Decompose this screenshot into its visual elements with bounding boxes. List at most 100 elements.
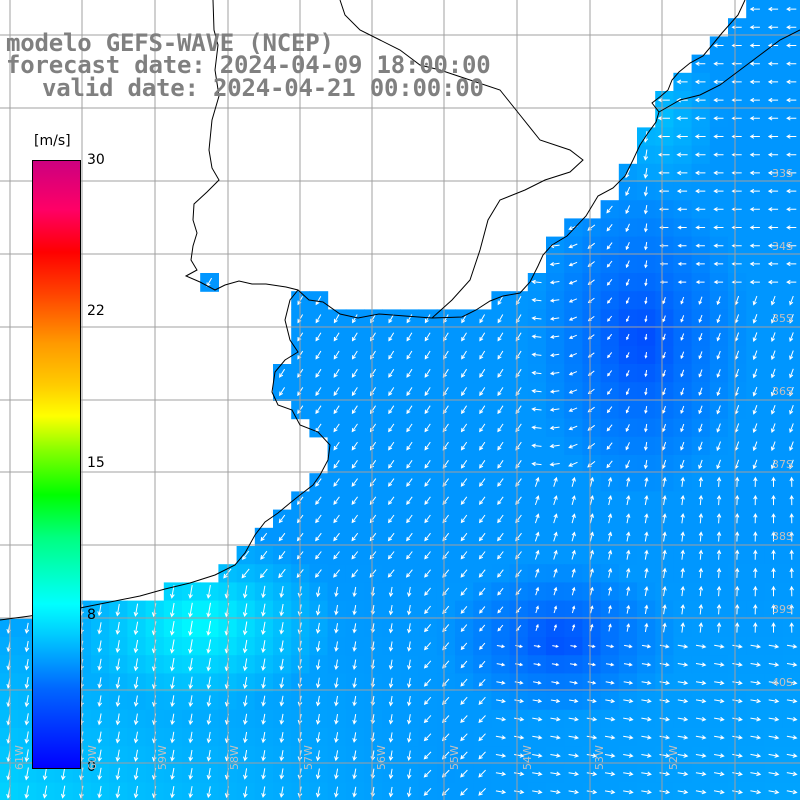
wind-arrow bbox=[351, 551, 359, 560]
wind-arrow bbox=[461, 350, 467, 360]
wind-arrow bbox=[352, 732, 357, 743]
wind-arrow bbox=[767, 134, 779, 139]
wind-arrow bbox=[698, 531, 704, 542]
wind-arrow bbox=[388, 387, 395, 397]
wind-arrow bbox=[716, 567, 722, 578]
wind-arrow bbox=[351, 387, 358, 397]
wind-arrow bbox=[643, 441, 648, 451]
wind-arrow bbox=[749, 207, 760, 212]
wind-arrow bbox=[169, 602, 175, 618]
wind-arrow bbox=[188, 768, 193, 780]
wind-arrow bbox=[549, 425, 560, 431]
wind-arrow bbox=[279, 585, 284, 599]
wind-arrow bbox=[170, 767, 175, 781]
wind-arrow bbox=[713, 261, 724, 267]
wind-arrow bbox=[659, 680, 671, 685]
wind-arrow bbox=[424, 496, 431, 506]
wind-arrow bbox=[695, 61, 706, 66]
wind-arrow bbox=[641, 644, 652, 649]
wind-arrow bbox=[115, 785, 121, 799]
wind-arrow bbox=[279, 640, 284, 653]
wind-arrow bbox=[261, 750, 266, 762]
wind-arrow bbox=[662, 513, 667, 524]
wind-arrow bbox=[479, 460, 486, 469]
wind-arrow bbox=[461, 332, 467, 342]
wind-arrow bbox=[732, 662, 743, 667]
wind-arrow bbox=[334, 604, 339, 616]
wind-arrow bbox=[662, 351, 666, 359]
wind-arrow bbox=[479, 606, 486, 614]
wind-arrow bbox=[608, 604, 612, 614]
wind-arrow bbox=[713, 188, 724, 194]
wind-arrow bbox=[406, 423, 413, 433]
wind-arrow bbox=[352, 677, 357, 689]
wind-arrow bbox=[170, 749, 175, 762]
wind-arrow bbox=[680, 459, 685, 470]
wind-arrow bbox=[749, 6, 760, 12]
wind-arrow bbox=[732, 644, 743, 649]
wind-arrow bbox=[789, 513, 794, 524]
wind-arrow bbox=[497, 478, 504, 487]
wind-arrow bbox=[550, 789, 561, 795]
wind-arrow bbox=[767, 61, 779, 66]
wind-arrow bbox=[732, 789, 744, 795]
wind-arrow bbox=[532, 771, 543, 776]
wind-arrow bbox=[786, 789, 798, 795]
wind-arrow bbox=[607, 315, 613, 322]
wind-arrow bbox=[716, 476, 722, 487]
wind-arrow bbox=[460, 532, 468, 542]
wind-arrow bbox=[279, 732, 285, 744]
wind-arrow bbox=[695, 753, 707, 758]
wind-arrow bbox=[535, 586, 540, 596]
wind-arrow bbox=[169, 621, 175, 636]
wind-arrow bbox=[279, 750, 285, 762]
wind-arrow bbox=[768, 644, 780, 649]
wind-arrow bbox=[714, 735, 725, 740]
wind-arrow bbox=[750, 644, 762, 649]
wind-arrow bbox=[24, 731, 30, 744]
wind-arrow bbox=[624, 644, 633, 649]
wind-arrow bbox=[662, 387, 666, 396]
wind-arrow bbox=[716, 441, 721, 452]
wind-arrow bbox=[334, 786, 339, 798]
wind-arrow bbox=[243, 750, 248, 762]
wind-arrow bbox=[753, 476, 758, 487]
wind-arrow bbox=[677, 280, 687, 284]
wind-arrow bbox=[333, 405, 340, 415]
wind-arrow bbox=[768, 716, 780, 722]
wind-arrow bbox=[42, 767, 48, 781]
wind-arrow bbox=[387, 478, 395, 487]
wind-arrow bbox=[786, 771, 798, 777]
wind-arrow bbox=[716, 350, 721, 360]
wind-arrow bbox=[641, 698, 652, 704]
wind-arrow bbox=[513, 771, 525, 776]
wind-arrow bbox=[497, 569, 504, 578]
wind-arrow bbox=[749, 134, 760, 139]
wind-arrow bbox=[478, 788, 486, 796]
wind-arrow bbox=[206, 695, 212, 708]
wind-arrow bbox=[407, 768, 412, 780]
wind-arrow bbox=[170, 639, 175, 654]
wind-arrow bbox=[315, 586, 321, 598]
wind-arrow bbox=[644, 388, 648, 396]
wind-arrow bbox=[713, 789, 725, 795]
wind-arrow bbox=[115, 695, 121, 708]
lat-label-35s: 35S bbox=[772, 312, 793, 325]
wind-arrow bbox=[423, 769, 432, 778]
wind-arrow bbox=[496, 662, 506, 667]
wind-arrow bbox=[677, 261, 687, 266]
wind-arrow bbox=[315, 732, 321, 744]
wind-arrow bbox=[407, 623, 412, 634]
wind-arrow bbox=[478, 696, 486, 705]
wind-arrow bbox=[279, 786, 285, 798]
wind-arrow bbox=[714, 644, 725, 649]
wind-arrow bbox=[423, 787, 432, 796]
wind-arrow bbox=[333, 532, 340, 542]
wind-arrow bbox=[734, 531, 740, 542]
wind-arrow bbox=[243, 695, 248, 707]
wind-arrow bbox=[734, 622, 740, 633]
wind-arrow bbox=[750, 789, 762, 795]
wind-arrow bbox=[623, 716, 634, 722]
wind-arrow bbox=[206, 749, 212, 762]
